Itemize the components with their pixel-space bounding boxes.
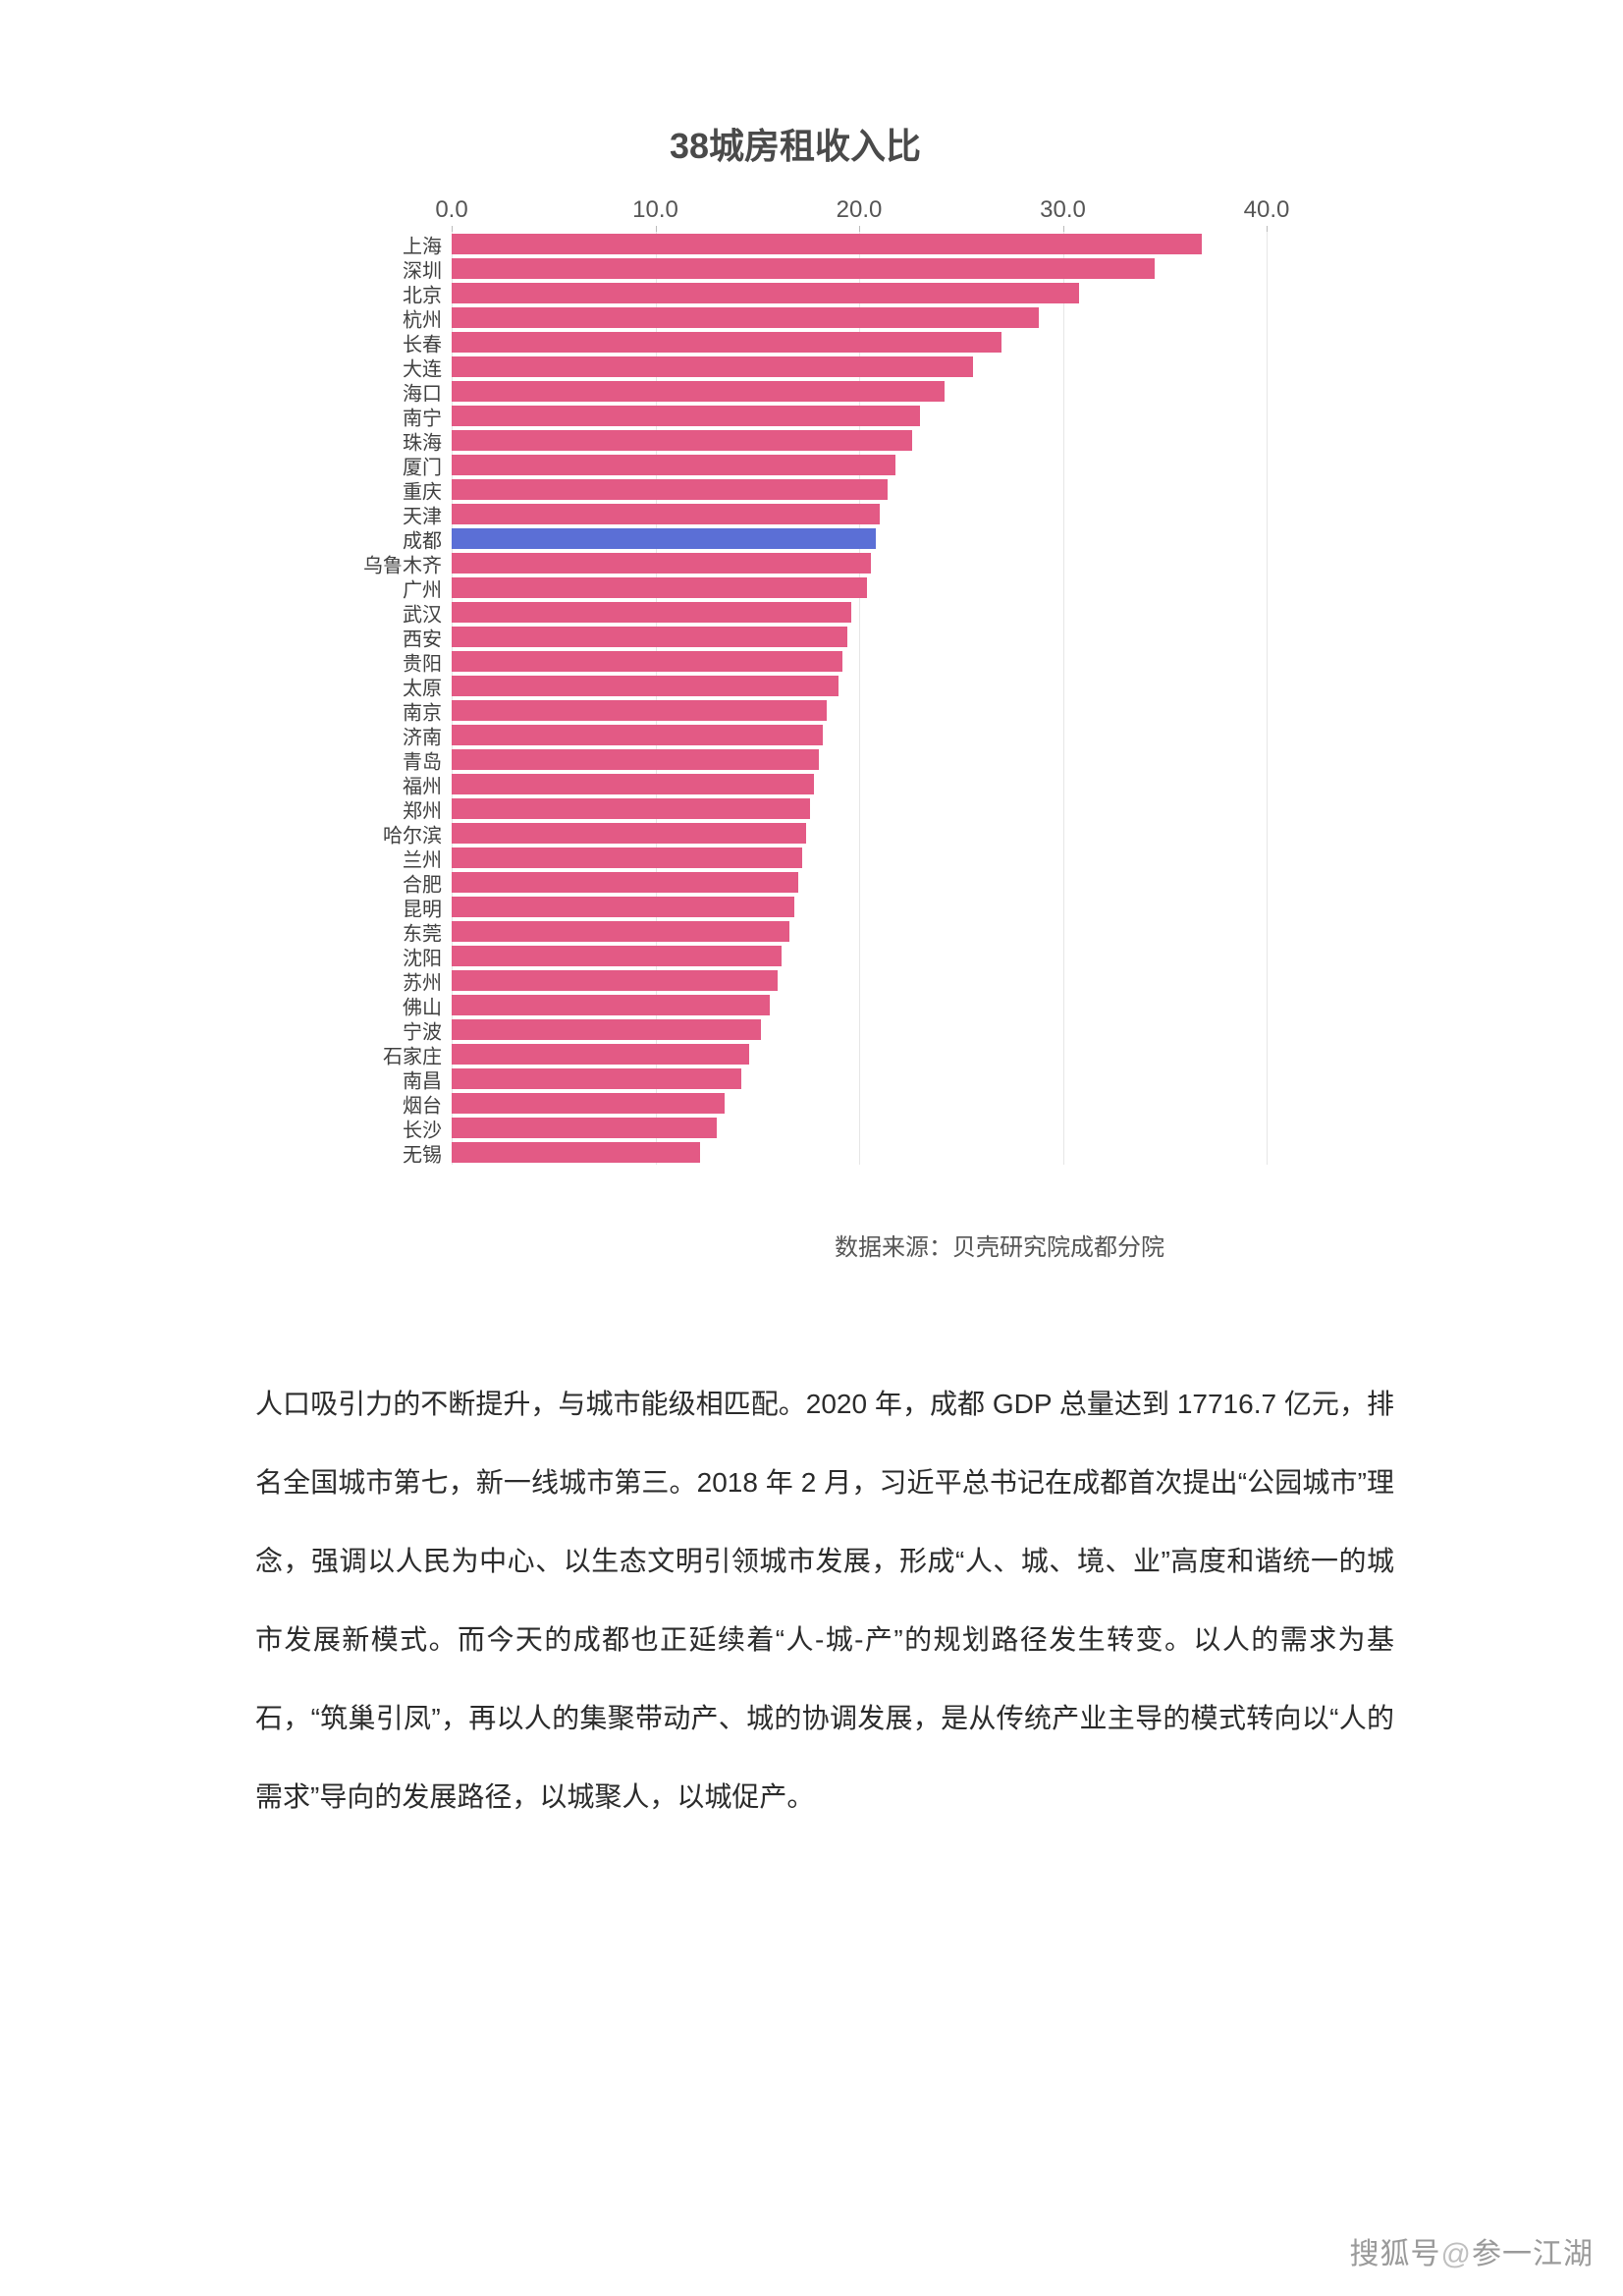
bar <box>452 774 814 794</box>
bar-row: 乌鲁木齐 <box>452 551 1267 575</box>
bar <box>452 234 1202 254</box>
bar-row: 南京 <box>452 698 1267 723</box>
x-tick-label: 0.0 <box>435 196 467 224</box>
bar <box>452 283 1079 303</box>
data-source: 数据来源：贝壳研究院成都分院 <box>835 1228 1164 1262</box>
bar <box>452 651 842 672</box>
bar <box>452 479 888 500</box>
bar-row: 北京 <box>452 281 1267 305</box>
bar <box>452 995 770 1015</box>
bar <box>452 700 827 721</box>
bar-row: 青岛 <box>452 747 1267 772</box>
article-paragraph: 人口吸引力的不断提升，与城市能级相匹配。2020 年，成都 GDP 总量达到 1… <box>255 1365 1394 1836</box>
bar-row: 长春 <box>452 330 1267 355</box>
bar <box>452 332 1001 353</box>
bar-row: 沈阳 <box>452 944 1267 968</box>
bar <box>452 725 823 745</box>
bar-row: 济南 <box>452 723 1267 747</box>
bar-row: 佛山 <box>452 993 1267 1017</box>
bar-row: 苏州 <box>452 968 1267 993</box>
bar-row: 西安 <box>452 625 1267 649</box>
bar <box>452 258 1155 279</box>
bar-row: 福州 <box>452 772 1267 796</box>
bar-row: 武汉 <box>452 600 1267 625</box>
bar-label: 无锡 <box>403 1138 452 1167</box>
bar-row: 深圳 <box>452 256 1267 281</box>
bar <box>452 1118 717 1138</box>
bar-row: 海口 <box>452 379 1267 404</box>
bar-row: 哈尔滨 <box>452 821 1267 846</box>
plot-area: 上海深圳北京杭州长春大连海口南宁珠海厦门重庆天津成都乌鲁木齐广州武汉西安贵阳太原… <box>452 232 1267 1165</box>
bar <box>452 602 851 623</box>
chart-title: 38城房租收入比 <box>255 118 1335 169</box>
tick-mark <box>1267 226 1268 232</box>
bar <box>452 406 920 426</box>
bar <box>452 627 847 647</box>
bar-row: 大连 <box>452 355 1267 379</box>
x-tick-label: 20.0 <box>837 196 883 224</box>
bar-row: 重庆 <box>452 477 1267 502</box>
bar <box>452 356 973 377</box>
bar-row: 兰州 <box>452 846 1267 870</box>
bar-row: 上海 <box>452 232 1267 256</box>
bar <box>452 455 895 475</box>
bar-row: 成都 <box>452 526 1267 551</box>
chart-container: 38城房租收入比 0.0 10.0 20.0 30.0 40.0 上海深圳北京杭州长春大… <box>255 118 1335 1165</box>
bar-row: 天津 <box>452 502 1267 526</box>
bar <box>452 823 806 844</box>
bar <box>452 577 867 598</box>
bar-row: 太原 <box>452 674 1267 698</box>
bar-row: 厦门 <box>452 453 1267 477</box>
bar <box>452 1068 741 1089</box>
bar <box>452 897 794 917</box>
bar <box>452 528 876 549</box>
bar <box>452 872 798 893</box>
bar <box>452 1142 700 1163</box>
bar-row: 烟台 <box>452 1091 1267 1116</box>
x-tick-label: 40.0 <box>1244 196 1290 224</box>
bar <box>452 1093 725 1114</box>
watermark-at: @ <box>1441 2238 1472 2270</box>
bar-row: 广州 <box>452 575 1267 600</box>
bar-row: 杭州 <box>452 305 1267 330</box>
bar <box>452 676 839 696</box>
bar-row: 珠海 <box>452 428 1267 453</box>
gridline <box>1267 232 1268 1165</box>
bar <box>452 749 819 770</box>
bar <box>452 1019 761 1040</box>
watermark-prefix: 搜狐号 <box>1350 2238 1441 2270</box>
bar-row: 昆明 <box>452 895 1267 919</box>
bar <box>452 430 912 451</box>
bar-row: 南宁 <box>452 404 1267 428</box>
x-tick-label: 10.0 <box>632 196 678 224</box>
watermark: 搜狐号@参一江湖 <box>1350 2229 1594 2272</box>
bar <box>452 847 802 868</box>
bar-row: 石家庄 <box>452 1042 1267 1066</box>
watermark-name: 参一江湖 <box>1472 2238 1594 2270</box>
bar <box>452 1044 749 1065</box>
bar <box>452 798 810 819</box>
bar-row: 长沙 <box>452 1116 1267 1140</box>
bar-row: 郑州 <box>452 796 1267 821</box>
bar-row: 南昌 <box>452 1066 1267 1091</box>
x-tick-label: 30.0 <box>1040 196 1086 224</box>
bar <box>452 504 880 524</box>
bar-row: 无锡 <box>452 1140 1267 1165</box>
bar-row: 东莞 <box>452 919 1267 944</box>
bar <box>452 921 789 942</box>
bar <box>452 381 945 402</box>
bar-row: 贵阳 <box>452 649 1267 674</box>
x-axis: 0.010.020.030.040.0 <box>452 183 1267 232</box>
bar-row: 宁波 <box>452 1017 1267 1042</box>
bar <box>452 307 1039 328</box>
bar-row: 合肥 <box>452 870 1267 895</box>
bar <box>452 553 871 574</box>
bar <box>452 946 782 966</box>
bar <box>452 970 778 991</box>
